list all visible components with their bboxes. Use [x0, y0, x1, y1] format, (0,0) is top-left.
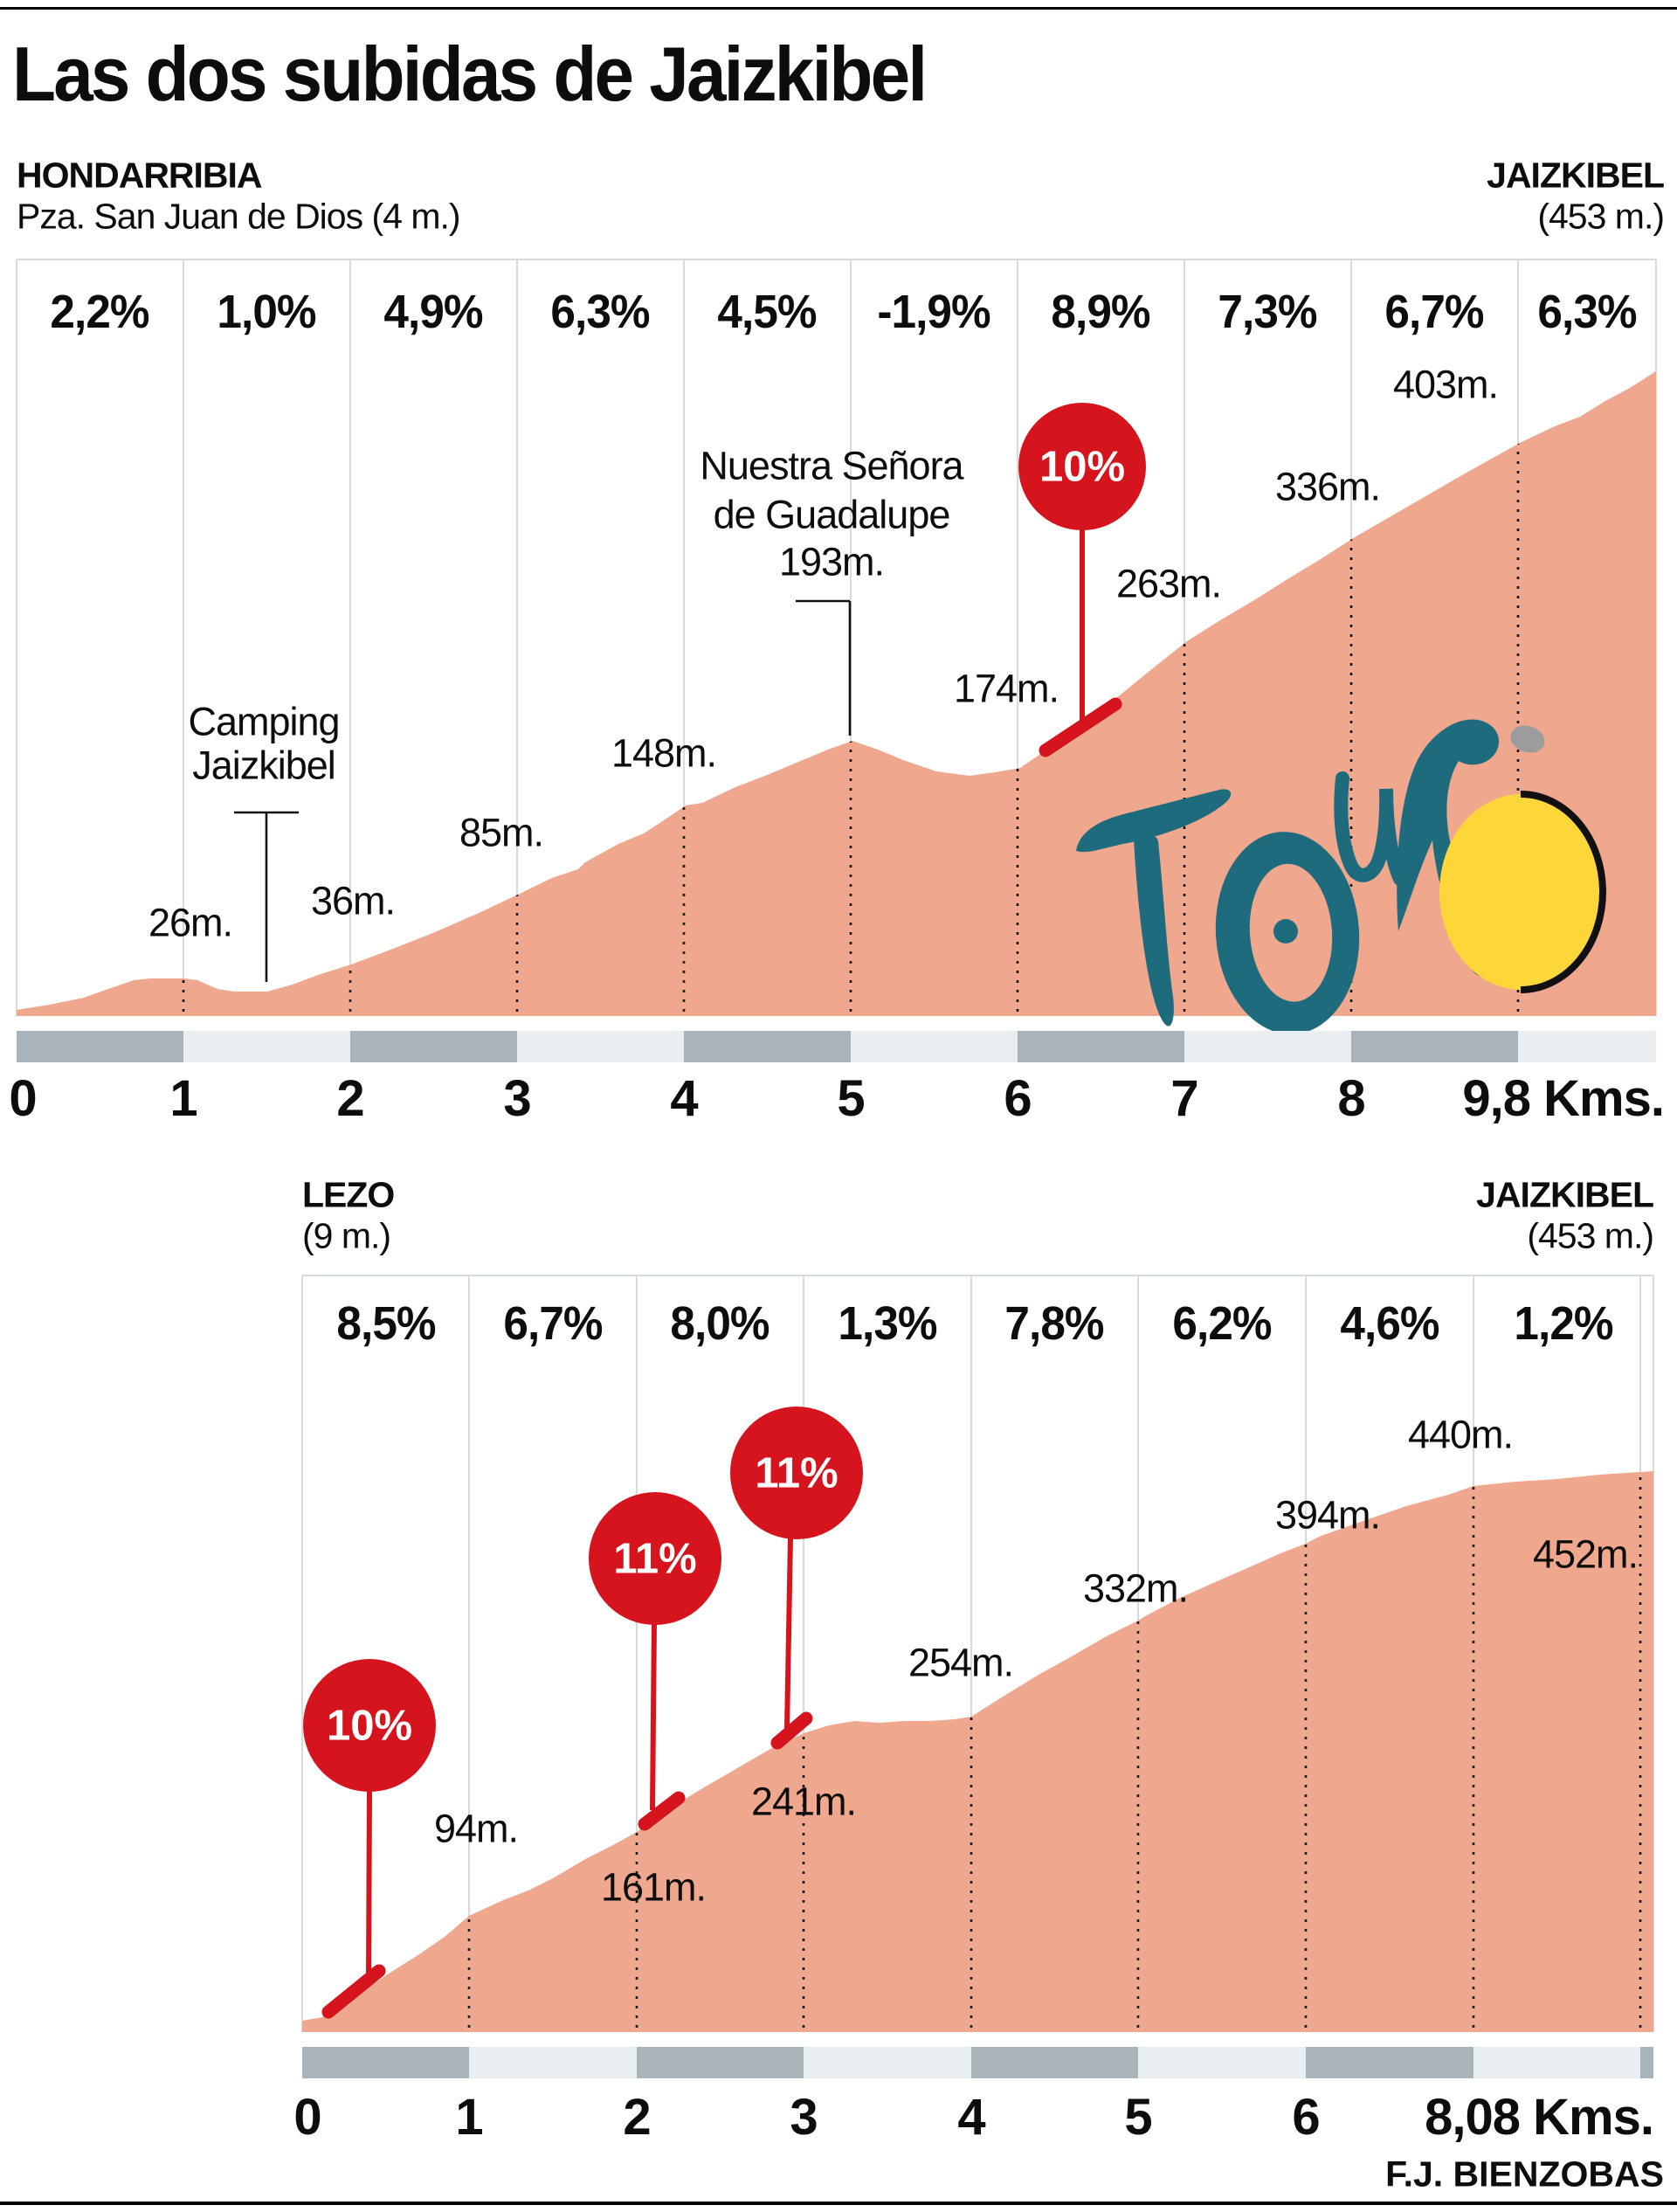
- camping-callout-line: [234, 811, 299, 982]
- bottom-start-name: LEZO: [302, 1174, 395, 1215]
- top-tick-8: 8: [1337, 1070, 1365, 1127]
- bottom-steep-marker-3: [730, 1407, 863, 1750]
- rider-head-icon: [1510, 725, 1545, 753]
- top-steep-marker: [1018, 403, 1146, 757]
- bottom-end-name: JAIZKIBEL: [1476, 1174, 1654, 1215]
- top-grade-1: 2,2%: [50, 286, 149, 338]
- top-grade-2: 1,0%: [217, 286, 316, 338]
- guadalupe-label-line2: de Guadalupe: [713, 492, 951, 537]
- bottom-end-detail: (453 m.): [1527, 1215, 1654, 1256]
- bottom-start-detail: (9 m.): [302, 1215, 391, 1256]
- bottom-grade-3: 8,0%: [670, 1297, 769, 1350]
- camping-label-line1: Camping: [188, 699, 340, 744]
- page-title: Las dos subidas de Jaizkibel: [12, 31, 928, 117]
- bottom-elev-254: 254m.: [908, 1640, 1014, 1685]
- top-end-tick: 9,8 Kms.: [1462, 1070, 1665, 1127]
- bottom-elev-440: 440m.: [1407, 1412, 1514, 1457]
- top-elev-26: 26m.: [148, 900, 233, 945]
- bottom-grade-7: 4,6%: [1340, 1297, 1439, 1350]
- bottom-elev-394: 394m.: [1274, 1492, 1381, 1538]
- top-elev-148: 148m.: [611, 730, 717, 776]
- credit: F.J. BIENZOBAS: [1385, 2153, 1664, 2195]
- top-elev-263: 263m.: [1115, 561, 1222, 606]
- top-start-detail: Pza. San Juan de Dios (4 m.): [17, 196, 461, 237]
- bottom-grade-2: 6,7%: [503, 1297, 603, 1350]
- top-elev-174: 174m.: [953, 666, 1059, 711]
- tour-de-france-logo: [1076, 719, 1606, 1034]
- bottom-tick-4: 4: [957, 2089, 985, 2146]
- top-tick-0: 0: [9, 1070, 37, 1127]
- bottom-elev-332: 332m.: [1082, 1566, 1189, 1611]
- top-elev-336: 336m.: [1274, 464, 1381, 509]
- top-end-detail: (453 m.): [1537, 196, 1665, 237]
- bottom-steep-marker-2: [589, 1492, 721, 1831]
- bottom-end-tick: 8,08 Kms.: [1425, 2089, 1654, 2146]
- bottom-grade-6: 6,2%: [1172, 1297, 1272, 1350]
- bottom-grade-4: 1,3%: [838, 1297, 937, 1350]
- bottom-grade-5: 7,8%: [1004, 1297, 1104, 1350]
- top-tick-1: 1: [169, 1070, 197, 1127]
- top-elev-36: 36m.: [310, 878, 396, 923]
- top-grade-9: 6,7%: [1384, 286, 1484, 338]
- bottom-tick-2: 2: [623, 2089, 651, 2146]
- bottom-tick-3: 3: [790, 2089, 818, 2146]
- top-grade-6: -1,9%: [877, 286, 990, 338]
- top-grade-8: 7,3%: [1218, 286, 1317, 338]
- top-tick-5: 5: [837, 1070, 865, 1127]
- top-tick-3: 3: [503, 1070, 531, 1127]
- top-grade-10: 6,3%: [1537, 286, 1637, 338]
- top-grade-4: 6,3%: [550, 286, 650, 338]
- top-grade-7: 8,9%: [1051, 286, 1150, 338]
- top-elev-403: 403m.: [1392, 362, 1499, 407]
- bottom-tick-1: 1: [455, 2089, 483, 2146]
- bottom-steep-marker-label-3: 11%: [755, 1449, 838, 1497]
- top-tick-6: 6: [1004, 1070, 1032, 1127]
- bottom-tick-0: 0: [293, 2089, 321, 2146]
- top-steep-marker-label: 10%: [1039, 443, 1126, 491]
- bottom-steep-marker-label-1: 10%: [326, 1702, 413, 1750]
- top-tick-2: 2: [336, 1070, 364, 1127]
- bottom-elev-94: 94m.: [433, 1806, 519, 1851]
- wheel-icon: [1439, 794, 1604, 990]
- top-tick-4: 4: [670, 1070, 698, 1127]
- top-rule: [0, 7, 1677, 10]
- guadalupe-label-line1: Nuestra Señora: [700, 443, 963, 488]
- top-grade-3: 4,9%: [383, 286, 483, 338]
- bottom-steep-marker-label-2: 11%: [613, 1535, 697, 1583]
- top-start-name: HONDARRIBIA: [17, 155, 263, 196]
- bottom-grade-1: 8,5%: [336, 1297, 436, 1350]
- bottom-axis-bar: [302, 2047, 1653, 2078]
- bottom-rule: [0, 2202, 1677, 2205]
- camping-label-line2: Jaizkibel: [192, 743, 336, 788]
- top-grade-5: 4,5%: [717, 286, 817, 338]
- top-end-name: JAIZKIBEL: [1487, 155, 1665, 196]
- guadalupe-callout-line: [796, 599, 852, 736]
- top-axis-bar: [17, 1031, 1656, 1062]
- bottom-tick-5: 5: [1124, 2089, 1152, 2146]
- bottom-elev-452: 452m.: [1532, 1531, 1639, 1577]
- bottom-terrain-profile: [302, 1471, 1653, 2032]
- top-elev-85: 85m.: [459, 810, 544, 855]
- bottom-elev-161: 161m.: [600, 1864, 707, 1910]
- bottom-elev-241: 241m.: [750, 1779, 857, 1824]
- bottom-grade-8: 1,2%: [1514, 1297, 1613, 1350]
- bottom-steep-marker-1: [303, 1659, 436, 2019]
- bottom-tick-6: 6: [1292, 2089, 1320, 2146]
- top-tick-7: 7: [1170, 1070, 1198, 1127]
- guadalupe-label-line3: 193m.: [778, 539, 885, 584]
